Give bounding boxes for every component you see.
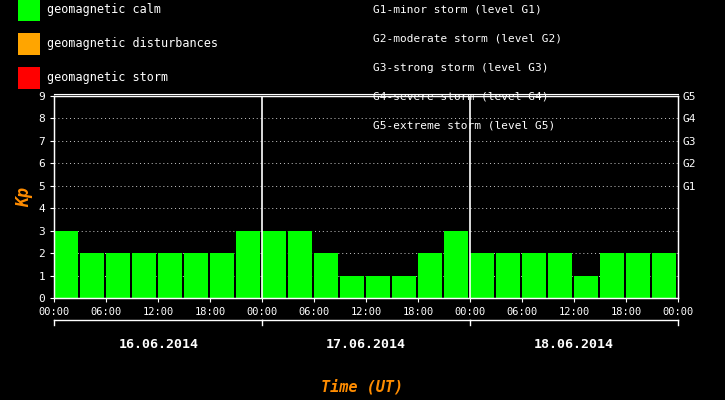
Bar <box>340 276 364 298</box>
Bar <box>314 253 338 298</box>
Text: 16.06.2014: 16.06.2014 <box>118 338 199 351</box>
Bar <box>652 253 676 298</box>
Bar <box>288 231 312 298</box>
Text: G3-strong storm (level G3): G3-strong storm (level G3) <box>373 63 549 73</box>
Bar <box>210 253 234 298</box>
Bar <box>470 253 494 298</box>
Bar <box>418 253 442 298</box>
Bar <box>496 253 520 298</box>
Text: G1-minor storm (level G1): G1-minor storm (level G1) <box>373 5 542 15</box>
Text: geomagnetic disturbances: geomagnetic disturbances <box>47 38 218 50</box>
Text: Time (UT): Time (UT) <box>321 378 404 394</box>
Text: 17.06.2014: 17.06.2014 <box>326 338 406 351</box>
Bar <box>236 231 260 298</box>
Bar <box>392 276 416 298</box>
Text: G4-severe storm (level G4): G4-severe storm (level G4) <box>373 91 549 101</box>
Bar <box>548 253 572 298</box>
Bar <box>366 276 390 298</box>
Bar <box>132 253 156 298</box>
Bar <box>262 231 286 298</box>
Bar <box>522 253 546 298</box>
Y-axis label: Kp: Kp <box>15 187 33 207</box>
Bar <box>184 253 208 298</box>
Bar <box>107 253 130 298</box>
Text: 18.06.2014: 18.06.2014 <box>534 338 614 351</box>
Text: geomagnetic storm: geomagnetic storm <box>47 72 168 84</box>
Text: G5-extreme storm (level G5): G5-extreme storm (level G5) <box>373 120 555 130</box>
Bar <box>158 253 182 298</box>
Text: geomagnetic calm: geomagnetic calm <box>47 4 161 16</box>
Bar <box>626 253 650 298</box>
Bar <box>54 231 78 298</box>
Bar <box>574 276 598 298</box>
Bar <box>444 231 468 298</box>
Bar <box>600 253 624 298</box>
Bar <box>80 253 104 298</box>
Text: G2-moderate storm (level G2): G2-moderate storm (level G2) <box>373 34 563 44</box>
